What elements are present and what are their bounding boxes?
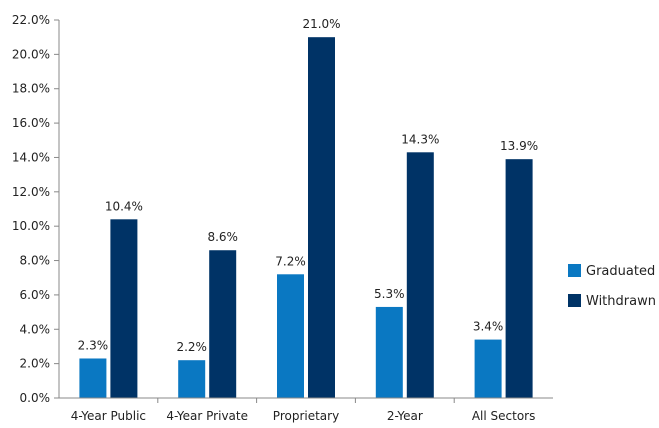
y-tick-label: 10.0% <box>12 219 50 233</box>
y-tick-label: 20.0% <box>12 47 50 61</box>
y-tick-label: 8.0% <box>20 254 51 268</box>
bar-graduated <box>178 360 206 398</box>
data-label: 14.3% <box>401 132 439 146</box>
y-tick-label: 4.0% <box>20 322 51 336</box>
legend-label: Graduated <box>586 264 655 279</box>
x-axis: 4-Year Public 4-Year Private Proprietary 2-… <box>59 397 553 423</box>
legend-swatch <box>568 294 581 307</box>
bars: 2.3% 10.4% 2.2% 8.6% 7.2% 21.0% 5.3% 14.3% 3.4% 1… <box>78 17 538 398</box>
data-label: 5.3% <box>374 287 405 301</box>
bar-withdrawn <box>505 159 533 398</box>
x-tick-label: All Sectors <box>472 409 536 423</box>
bar-graduated <box>474 339 502 398</box>
legend-label: Withdrawn <box>586 294 656 309</box>
bar-withdrawn <box>209 250 237 398</box>
y-tick-label: 0.0% <box>20 391 51 405</box>
x-tick-label: 4-Year Public <box>71 409 146 423</box>
y-tick-label: 6.0% <box>20 288 51 302</box>
legend-swatch <box>568 264 581 277</box>
data-label: 2.3% <box>78 338 109 352</box>
data-label: 7.2% <box>275 254 306 268</box>
data-label: 8.6% <box>207 230 238 244</box>
y-tick-label: 2.0% <box>20 357 51 371</box>
bar-withdrawn <box>308 37 335 398</box>
bar-withdrawn <box>110 219 138 398</box>
y-axis: 0.0% 2.0% 4.0% 6.0% 8.0% 10.0% 12.0% 14.0% 16.0%… <box>12 13 60 405</box>
bar-withdrawn <box>406 152 434 398</box>
y-tick-label: 18.0% <box>12 82 50 96</box>
x-tick-label: 4-Year Private <box>166 409 248 423</box>
bar-graduated <box>277 274 304 398</box>
bar-graduated <box>375 306 403 398</box>
y-tick-label: 22.0% <box>12 13 50 27</box>
legend: Graduated Withdrawn <box>568 264 656 309</box>
data-label: 2.2% <box>176 340 207 354</box>
bar-graduated <box>79 358 107 398</box>
y-tick-label: 12.0% <box>12 185 50 199</box>
data-label: 10.4% <box>105 199 143 213</box>
data-label: 13.9% <box>500 139 538 153</box>
data-label: 3.4% <box>473 320 504 334</box>
x-tick-label: Proprietary <box>273 409 339 423</box>
data-label: 21.0% <box>302 17 340 31</box>
x-tick-label: 2-Year <box>387 409 423 423</box>
y-tick-label: 14.0% <box>12 150 50 164</box>
y-tick-label: 16.0% <box>12 116 50 130</box>
